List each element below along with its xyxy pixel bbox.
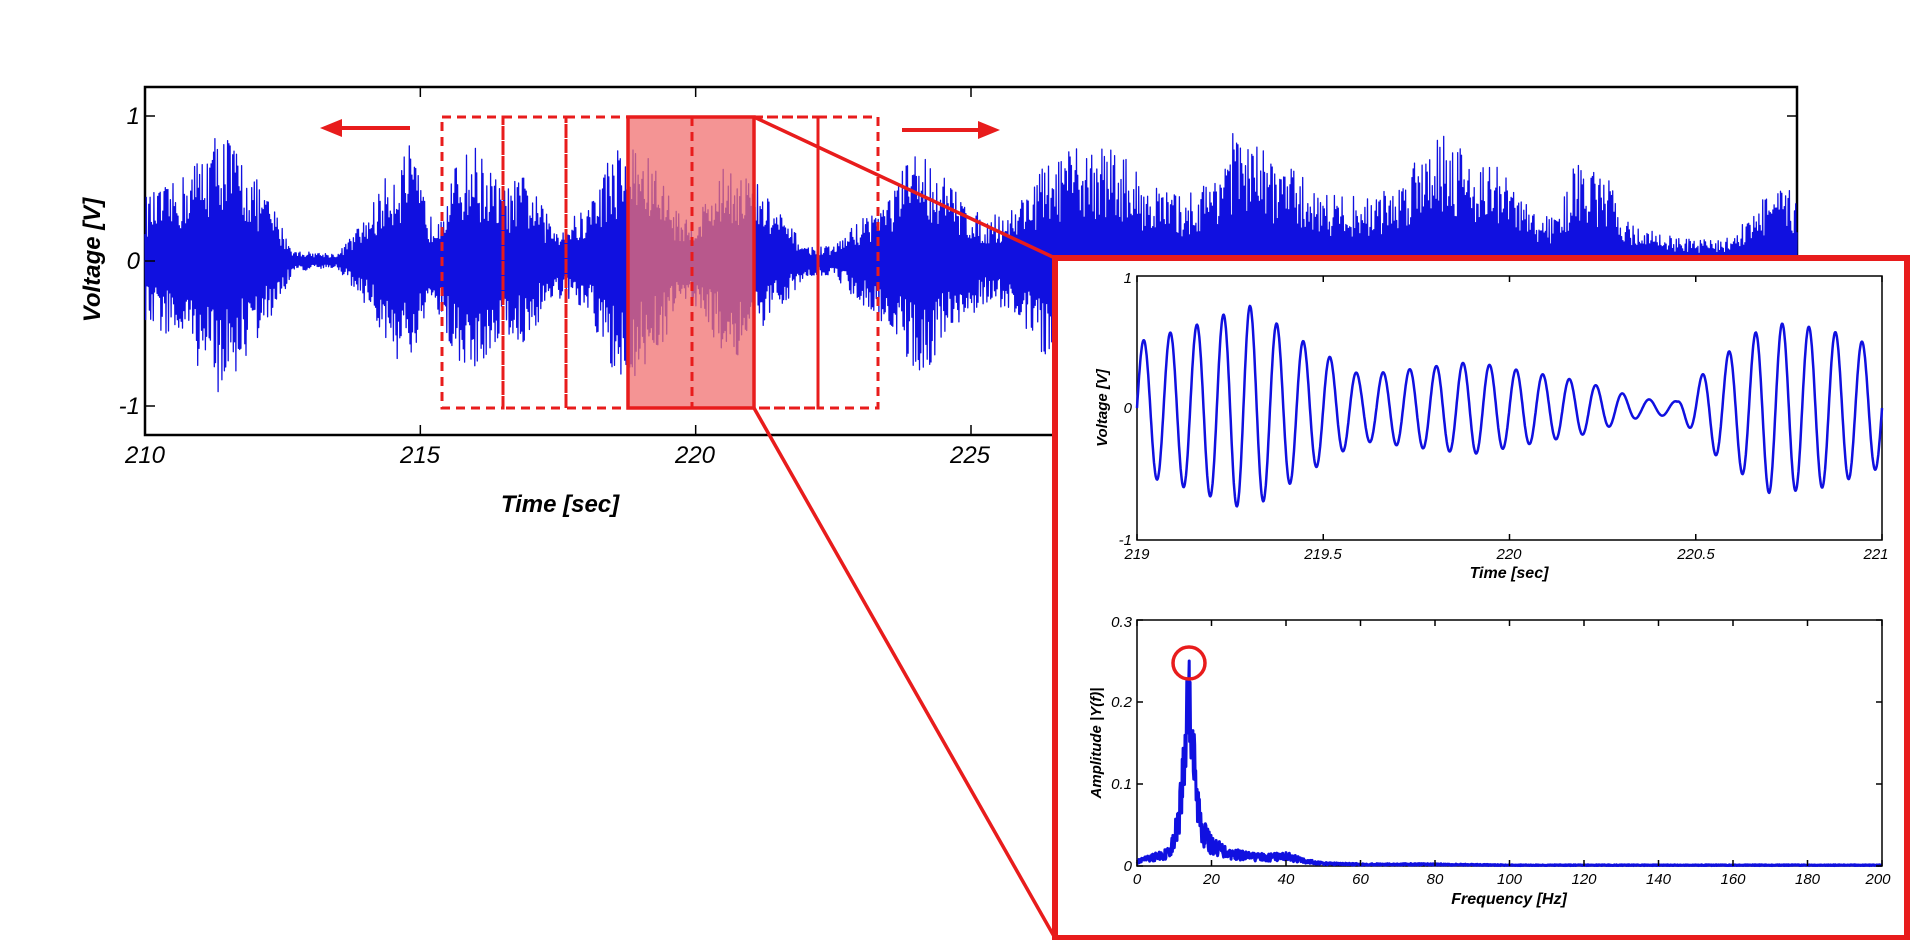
zoom-y-tick-label: -1	[1119, 532, 1132, 549]
spectrum-x-axis-title: Frequency [Hz]	[1451, 891, 1567, 908]
main-x-axis-ticks	[144, 87, 972, 435]
spectrum-y-axis-title: Amplitude |Y(f)|	[1088, 688, 1105, 800]
main-y-tick-label: -1	[119, 393, 140, 420]
window-box	[816, 115, 880, 410]
spectrum-y-tick-label: 0.3	[1111, 614, 1133, 631]
spectrum-y-tick-label: 0.2	[1111, 694, 1133, 711]
zoom-x-axis-title: Time [sec]	[1470, 565, 1550, 582]
main-x-tick-label: 215	[399, 442, 441, 469]
spectrum-x-tick-label: 160	[1720, 871, 1746, 888]
zoom-signal-panel: 219 219.5 220 220.5 221 1 0 -1 Time [sec…	[1094, 270, 1889, 582]
spectrum-x-tick-label: 120	[1571, 871, 1597, 888]
window-box	[564, 115, 630, 410]
shift-right-arrow-icon	[902, 121, 1000, 139]
spectrum-x-tick-label: 20	[1202, 871, 1220, 888]
spectrum-x-tick-label: 200	[1864, 871, 1891, 888]
spectrum-y-tick-label: 0.1	[1111, 776, 1132, 793]
zoom-inset: 219 219.5 220 220.5 221 1 0 -1 Time [sec…	[1052, 255, 1910, 940]
zoom-x-tick-label: 220.5	[1676, 546, 1715, 563]
zoom-x-tick-label: 219	[1123, 546, 1150, 563]
shift-left-arrow-icon	[320, 119, 410, 137]
spectrum-y-tick-label: 0	[1124, 858, 1133, 875]
window-box	[440, 115, 505, 410]
main-x-tick-label: 210	[124, 442, 166, 469]
spectrum-x-tick-label: 140	[1646, 871, 1672, 888]
main-y-tick-label: 0	[127, 248, 141, 275]
window-box	[752, 115, 820, 410]
zoom-connector-top	[753, 115, 1056, 260]
zoom-y-axis-title: Voltage [V]	[1094, 368, 1111, 447]
main-x-tick-label: 225	[949, 442, 991, 469]
sliding-window-annotations	[320, 115, 1057, 939]
main-x-axis-title: Time [sec]	[501, 491, 620, 518]
spectrum-x-tick-label: 180	[1795, 871, 1821, 888]
spectrum-x-tick-label: 80	[1427, 871, 1444, 888]
spectrum-x-axis-ticks	[1136, 620, 1883, 866]
spectrum-x-tick-label: 100	[1497, 871, 1523, 888]
zoom-x-tick-label: 219.5	[1303, 546, 1342, 563]
spectrum-peak-marker	[1171, 645, 1207, 681]
zoom-x-tick-label: 221	[1862, 546, 1888, 563]
main-x-tick-label: 220	[674, 442, 716, 469]
window-box	[501, 115, 568, 410]
zoom-connector-bottom	[752, 407, 1057, 939]
zoom-x-axis-ticks	[1136, 276, 1883, 540]
zoom-y-tick-label: 0	[1124, 400, 1133, 417]
main-y-tick-label: 1	[127, 103, 140, 130]
zoom-y-tick-label: 1	[1124, 270, 1132, 287]
spectrum-x-tick-label: 60	[1352, 871, 1369, 888]
main-y-axis-title: Voltage [V]	[79, 197, 106, 322]
spectrum-y-axis-ticks	[1137, 619, 1882, 867]
spectrum-x-tick-label: 0	[1133, 871, 1142, 888]
spectrum-x-tick-label: 40	[1278, 871, 1295, 888]
spectrum-plot-frame	[1136, 619, 1883, 867]
zoom-x-tick-label: 220	[1495, 546, 1522, 563]
selected-window-box	[626, 115, 756, 410]
zoom-signal-series	[1135, 304, 1884, 508]
spectrum-panel: 0 20 40 60 80 100 120 140 160 180 200 0 …	[1088, 614, 1891, 908]
